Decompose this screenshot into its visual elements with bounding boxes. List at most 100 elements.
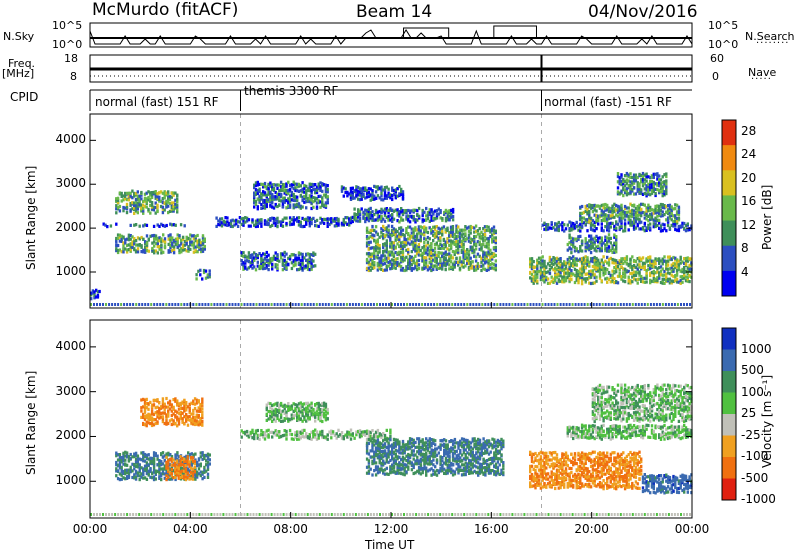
power-cell: [281, 224, 285, 228]
power-cell: [435, 232, 438, 236]
power-cell: [469, 231, 472, 235]
power-cell: [382, 188, 385, 192]
power-cell: [390, 253, 394, 257]
power-cell: [392, 189, 396, 193]
power-cell: [358, 193, 362, 197]
power-cell: [382, 246, 385, 250]
power-cell: [421, 226, 424, 230]
power-cell: [573, 245, 577, 249]
power-cell: [462, 265, 465, 269]
velocity-cell: [167, 411, 170, 415]
power-cell: [681, 225, 684, 229]
velocity-cell: [133, 467, 136, 471]
power-cell: [491, 266, 494, 270]
power-cell: [385, 229, 388, 233]
power-cell: [597, 236, 600, 240]
power-cell: [532, 269, 535, 274]
power-cell: [618, 227, 621, 232]
power-near-range-cell: [505, 303, 508, 306]
power-cell: [491, 262, 494, 266]
power-cell: [487, 250, 490, 254]
power-cell: [389, 236, 392, 240]
power-cell: [365, 241, 369, 245]
velocity-cell: [167, 421, 170, 426]
power-cell: [392, 229, 396, 233]
power-cell: [537, 256, 541, 260]
power-cell: [367, 251, 371, 256]
power-cell: [580, 216, 584, 220]
power-cell: [464, 232, 467, 236]
power-cell: [156, 239, 159, 243]
power-cell: [675, 265, 679, 269]
power-cell: [203, 244, 206, 249]
power-cell: [595, 227, 598, 231]
power-cell: [613, 241, 616, 245]
power-cell: [647, 190, 650, 194]
power-cell: [552, 259, 555, 263]
power-cell: [417, 244, 421, 248]
power-cell: [663, 184, 666, 188]
power-cell: [607, 249, 611, 253]
power-cell: [301, 225, 304, 229]
power-cell: [494, 259, 497, 263]
power-cell: [464, 264, 467, 268]
power-cell: [115, 238, 118, 243]
power-cell: [297, 220, 301, 224]
power-cell: [369, 211, 372, 215]
velocity-cell: [124, 468, 127, 472]
power-cell: [469, 224, 472, 229]
power-cell: [365, 266, 369, 270]
power-cell: [165, 203, 168, 207]
power-cell: [423, 230, 426, 234]
power-cell: [231, 218, 234, 222]
power-cell: [595, 209, 598, 213]
velocity-cell: [127, 468, 131, 472]
power-cell: [288, 205, 292, 209]
power-cell: [296, 216, 299, 220]
power-cell: [287, 197, 290, 201]
power-cell: [580, 282, 584, 286]
power-cell: [378, 256, 381, 260]
power-cell: [449, 243, 453, 247]
power-cell: [423, 232, 426, 236]
velocity-cell: [165, 419, 168, 423]
velocity-cell: [158, 411, 161, 415]
velocity-cell: [154, 453, 157, 457]
power-cell: [652, 225, 655, 229]
power-cell: [550, 265, 553, 269]
power-cell: [632, 216, 636, 220]
power-cell: [405, 265, 408, 269]
velocity-cell: [163, 411, 166, 415]
power-cell: [151, 246, 154, 251]
velocity-cell: [170, 413, 173, 418]
power-cell: [446, 252, 449, 257]
power-cell: [627, 221, 630, 225]
velocity-cell: [172, 458, 175, 462]
velocity-cell: [145, 415, 148, 420]
power-cell: [421, 246, 424, 250]
power-cell: [278, 259, 281, 263]
power-cell: [93, 296, 96, 300]
power-cell: [629, 265, 632, 269]
velocity-cell: [156, 454, 159, 458]
power-cell: [573, 226, 577, 230]
power-cell: [410, 227, 413, 231]
power-cell: [568, 280, 571, 284]
power-cell: [487, 236, 490, 241]
power-cell: [453, 262, 456, 267]
power-cell: [303, 194, 306, 199]
power-cell: [609, 275, 612, 279]
power-cell: [144, 242, 147, 246]
velocity-cell: [127, 458, 131, 462]
velocity-cell: [149, 459, 152, 463]
power-cell: [125, 198, 129, 202]
power-cell: [666, 211, 670, 216]
power-cell: [478, 254, 481, 258]
power-cell: [579, 234, 582, 238]
power-cell: [437, 207, 440, 211]
power-cell: [606, 247, 609, 251]
power-cell: [666, 263, 670, 267]
power-near-range-cell: [141, 303, 144, 306]
power-cell: [668, 272, 672, 276]
velocity-cell: [152, 478, 156, 482]
